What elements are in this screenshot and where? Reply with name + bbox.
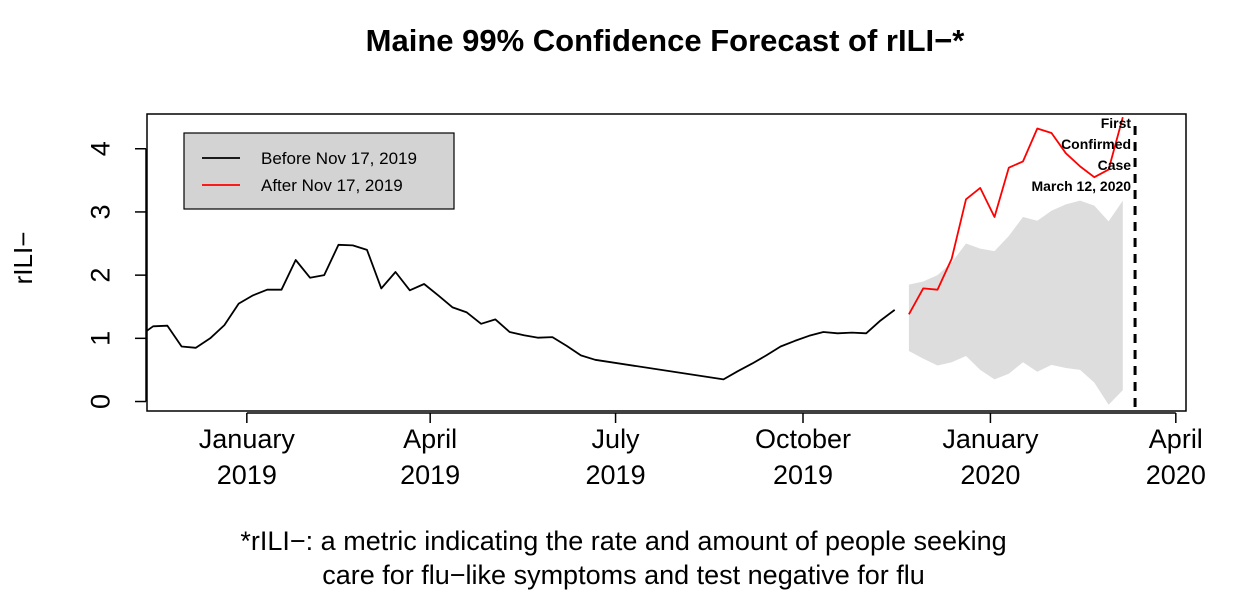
x-tick-label-4-line-1: October: [755, 424, 851, 454]
footnote-line-2: care for flu−like symptoms and test nega…: [322, 560, 925, 590]
x-tick-label-5-line-2: 2020: [960, 460, 1020, 490]
plot-area: First Confirmed Case March 12, 2020 0 1 2 3 4 Jan…: [85, 113, 1206, 490]
x-tick-label-2-line-1: April: [403, 424, 457, 454]
legend-label-1: Before Nov 17, 2019: [261, 149, 417, 168]
x-tick-label-5-line-1: January: [942, 424, 1039, 454]
x-tick-label-4-line-2: 2019: [773, 460, 833, 490]
y-tick-label-1: 1: [85, 331, 115, 346]
series-line-1: [146, 243, 896, 381]
event-label-2: Confirmed: [1061, 136, 1131, 152]
y-tick-label-3: 3: [85, 204, 115, 219]
footnote-line-1: *rILI−: a metric indicating the rate and…: [240, 526, 1007, 556]
event-label-3: Case: [1098, 157, 1132, 173]
y-tick-label-2: 2: [85, 268, 115, 283]
x-tick-label-1-line-1: January: [199, 424, 296, 454]
x-tick-label-3-line-1: July: [592, 424, 641, 454]
chart: Maine 99% Confidence Forecast of rILI−* …: [8, 23, 1206, 490]
event-label-1: First: [1101, 115, 1132, 131]
footnote: *rILI−: a metric indicating the rate and…: [0, 524, 1247, 592]
x-tick-label-3-line-2: 2019: [586, 460, 646, 490]
series-line-2: [908, 116, 1124, 315]
legend-box: [183, 132, 455, 210]
y-tick-label-0: 0: [85, 394, 115, 409]
chart-title: Maine 99% Confidence Forecast of rILI−*: [366, 23, 966, 58]
confidence-band: [908, 200, 1123, 405]
legend-label-2: After Nov 17, 2019: [261, 176, 403, 195]
x-tick-label-1-line-2: 2019: [217, 460, 277, 490]
event-label-4: March 12, 2020: [1031, 178, 1131, 194]
x-tick-label-6-line-1: April: [1149, 424, 1203, 454]
y-axis-label: rILI−: [8, 232, 38, 285]
x-tick-label-2-line-2: 2019: [400, 460, 460, 490]
plot-frame: [146, 113, 1187, 412]
x-tick-label-6-line-2: 2020: [1146, 460, 1206, 490]
y-tick-label-4: 4: [85, 141, 115, 156]
